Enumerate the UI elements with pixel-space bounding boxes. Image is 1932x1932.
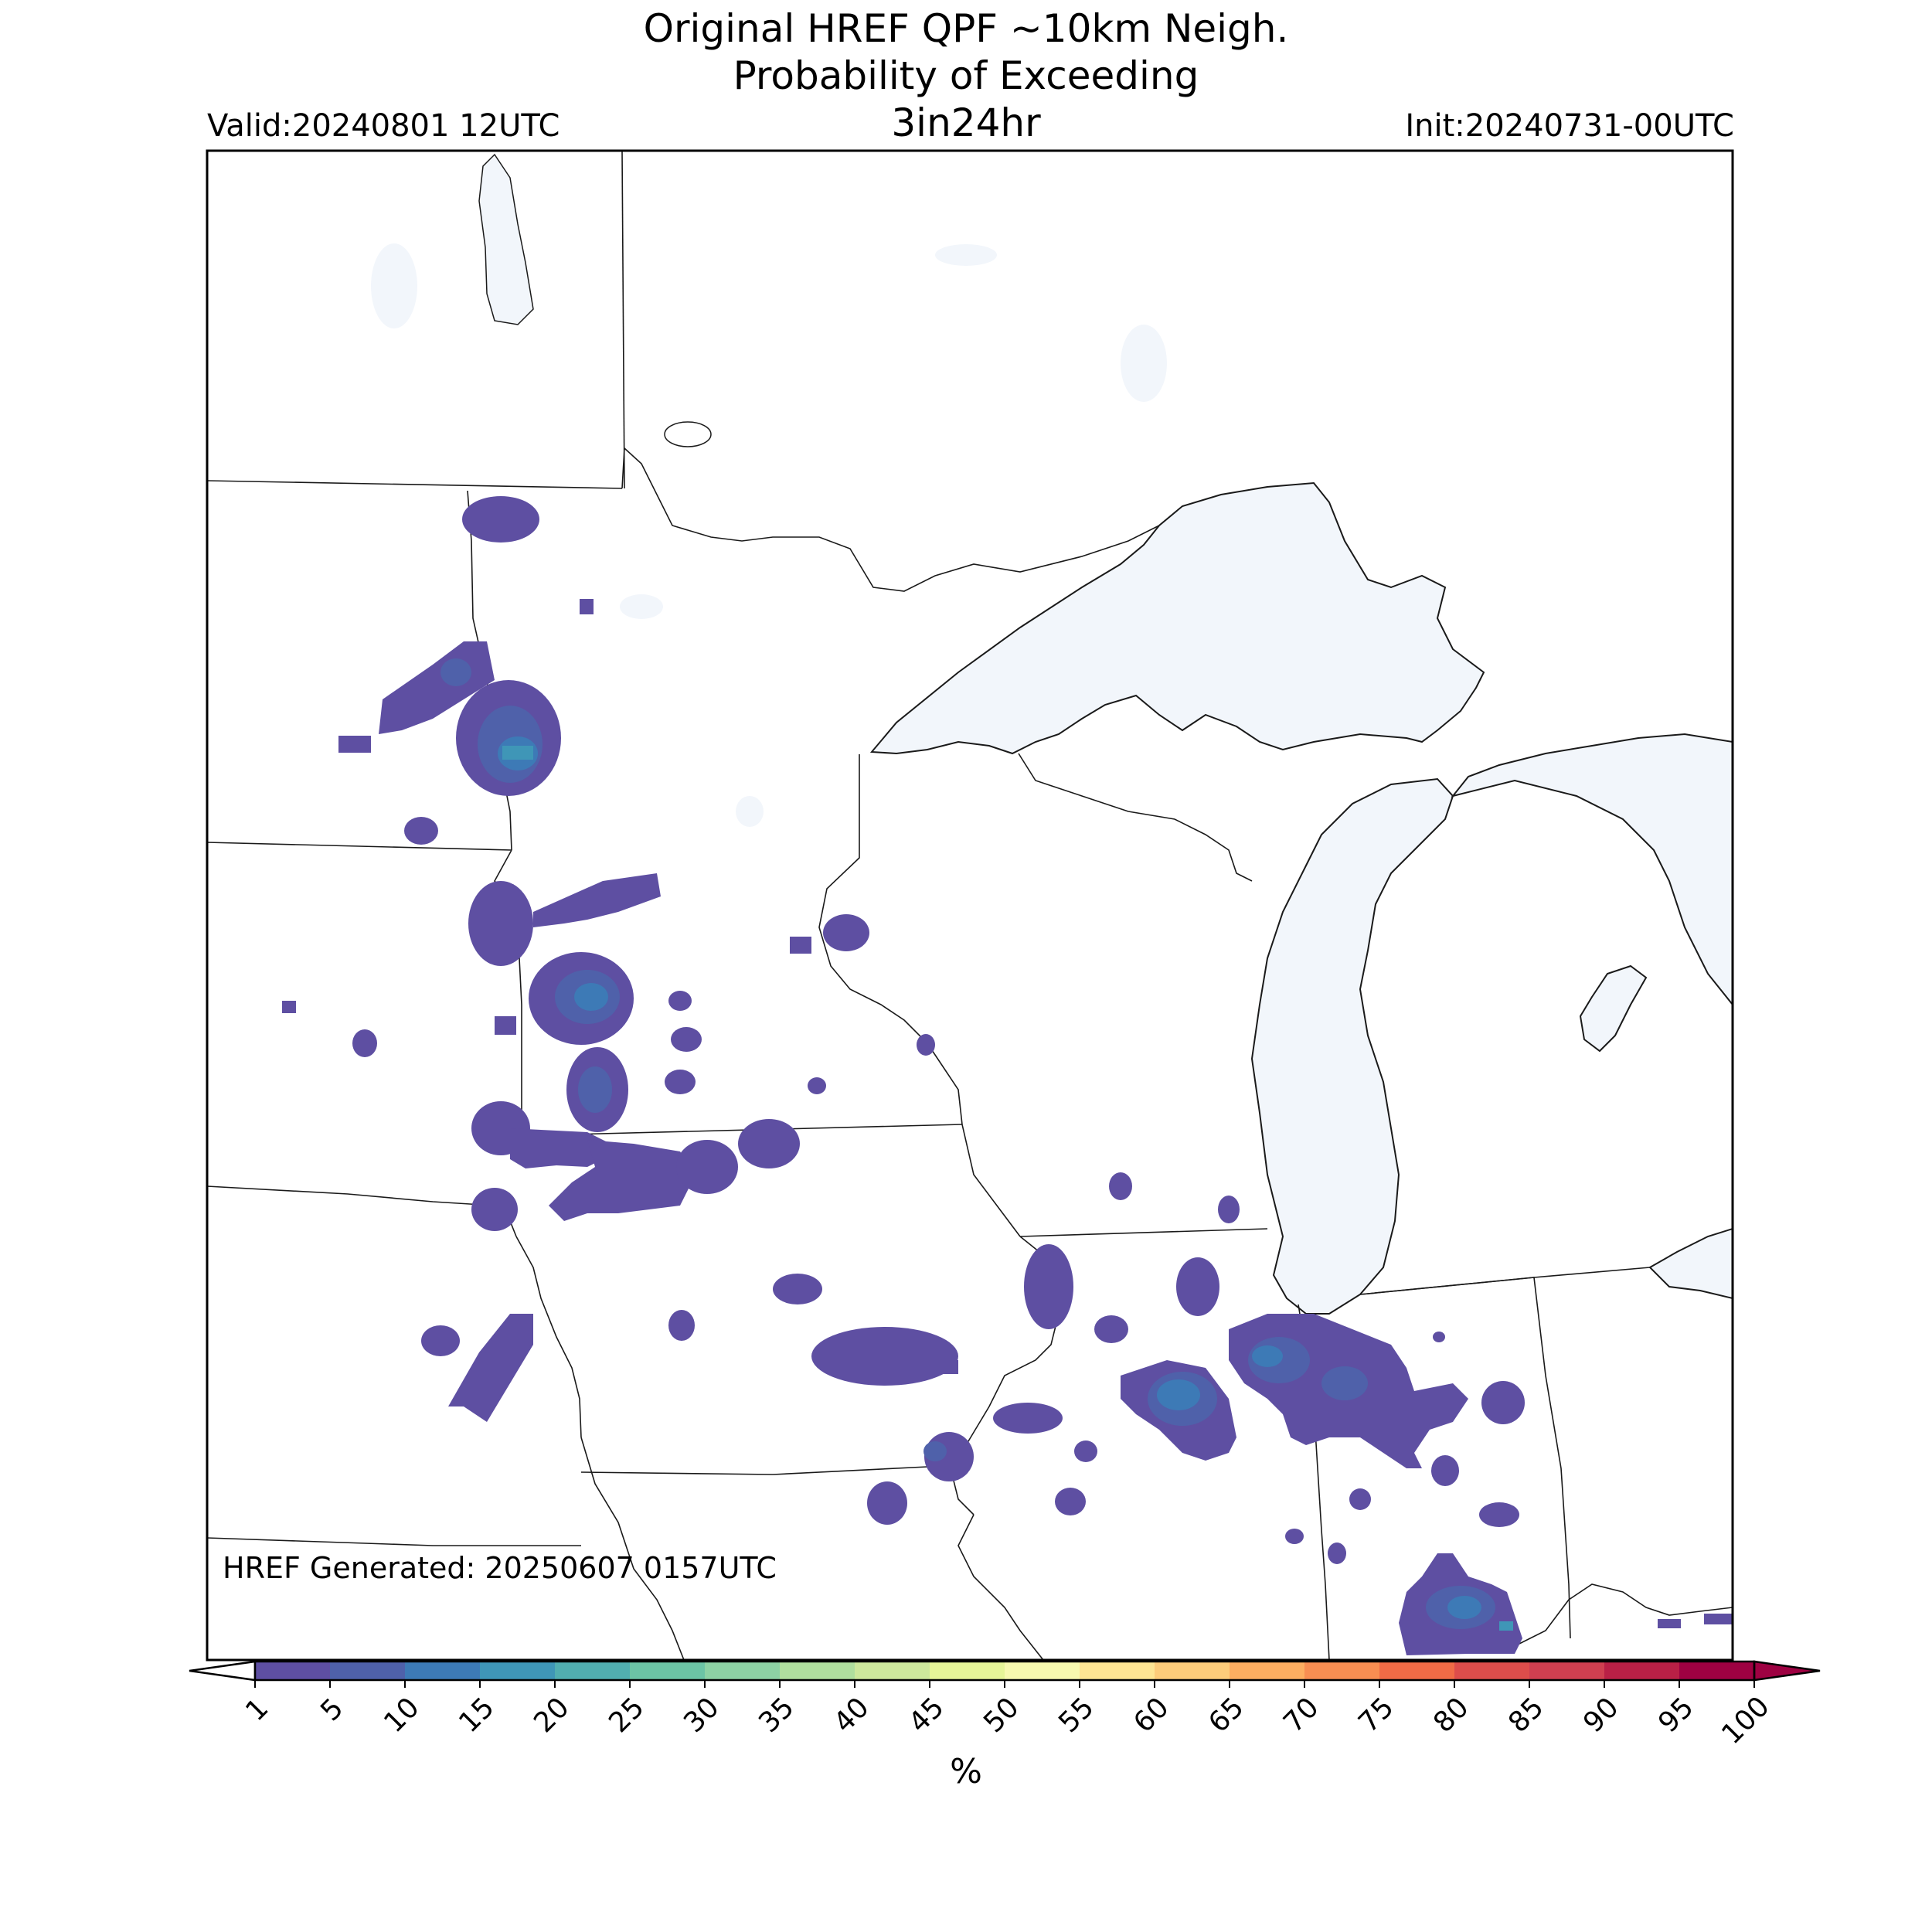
colorbar — [189, 1660, 1821, 1688]
probability-contours — [282, 496, 1733, 1655]
border-ia-ne — [515, 1236, 582, 1438]
valid-time-label: Valid:20240801 12UTC — [207, 108, 560, 144]
land-background — [207, 151, 1733, 1660]
border-manitoba-ontario — [621, 151, 625, 489]
border-wi-upper-mi — [1018, 753, 1253, 882]
border-mi-oh — [1359, 1267, 1651, 1295]
border-ohio-river — [1514, 1583, 1733, 1647]
border-ne-ks — [207, 1537, 581, 1546]
colorbar-over-triangle — [1753, 1660, 1821, 1682]
colorbar-under-triangle — [189, 1660, 257, 1682]
border-us-canada — [207, 447, 1160, 592]
colorbar-swatch-40 — [855, 1662, 930, 1680]
contour-15-20-percent — [502, 746, 1513, 1631]
colorbar-swatches — [255, 1662, 1755, 1680]
lake-winnipeg — [478, 153, 534, 325]
colorbar-swatch-75 — [1379, 1662, 1455, 1680]
colorbar-swatch-30 — [705, 1662, 781, 1680]
colorbar-swatch-50 — [1005, 1662, 1080, 1680]
colorbar-swatch-85 — [1529, 1662, 1605, 1680]
colorbar-tick-marks — [254, 1680, 1755, 1688]
colorbar-swatch-5 — [330, 1662, 406, 1680]
colorbar-swatch-90 — [1604, 1662, 1680, 1680]
map-frame — [206, 149, 1734, 1662]
colorbar-swatch-55 — [1080, 1662, 1155, 1680]
colorbar-swatch-15 — [480, 1662, 556, 1680]
border-wi-il — [1019, 1228, 1268, 1237]
lake-superior — [869, 481, 1485, 755]
border-ne-mo — [580, 1437, 685, 1660]
border-mn-wi — [818, 754, 1021, 1237]
title-line-3: 3in24hr — [891, 100, 1041, 145]
init-time-label: Init:20240731-00UTC — [1405, 108, 1734, 144]
saginaw-bay — [1579, 964, 1648, 1053]
colorbar-units-label: % — [950, 1752, 982, 1791]
colorbar-swatch-35 — [780, 1662, 855, 1680]
colorbar-swatch-20 — [555, 1662, 631, 1680]
colorbar-swatch-25 — [630, 1662, 706, 1680]
map-area — [207, 151, 1733, 1660]
title-line-2: Probability of Exceeding — [733, 53, 1199, 98]
colorbar-swatch-65 — [1230, 1662, 1305, 1680]
colorbar-swatch-45 — [930, 1662, 1005, 1680]
generated-timestamp: HREF Generated: 20250607 0157UTC — [223, 1551, 777, 1585]
northern-lakes — [371, 153, 1167, 827]
colorbar-swatch-70 — [1304, 1662, 1380, 1680]
border-nd-sd — [207, 842, 512, 851]
title-line-1: Original HREF QPF ~10km Neigh. — [643, 6, 1289, 51]
lake-michigan — [1250, 777, 1454, 1315]
lake-erie — [1648, 1227, 1733, 1300]
colorbar-swatch-95 — [1679, 1662, 1755, 1680]
colorbar-swatch-10 — [405, 1662, 481, 1680]
lake-huron — [1451, 733, 1733, 1006]
colorbar-swatch-80 — [1454, 1662, 1530, 1680]
contour-1-5-percent — [282, 496, 1733, 1655]
colorbar-swatch-1 — [255, 1662, 331, 1680]
colorbar-swatch-60 — [1155, 1662, 1230, 1680]
great-lakes — [869, 481, 1733, 1315]
border-mo-il — [957, 1514, 1044, 1660]
lake-of-the-woods — [664, 421, 712, 447]
